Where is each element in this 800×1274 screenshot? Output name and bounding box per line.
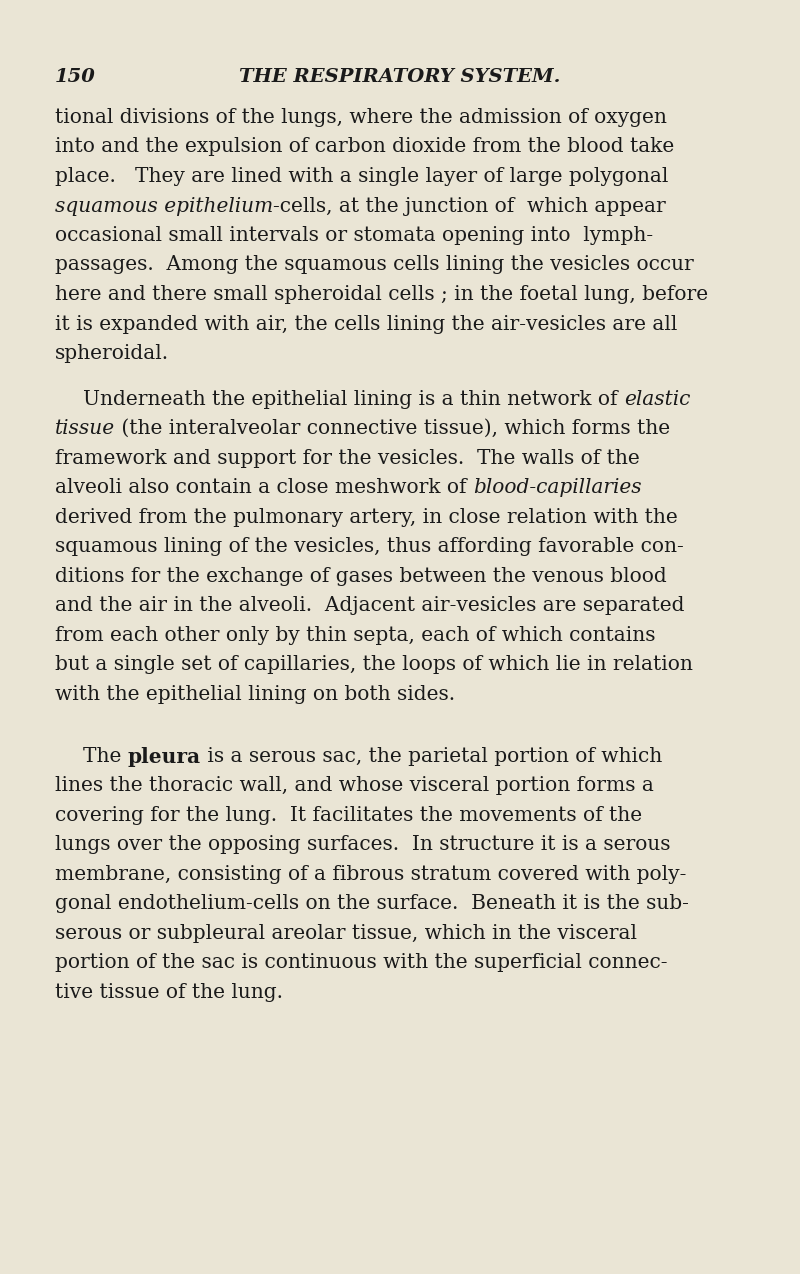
Text: lungs over the opposing surfaces.  In structure it is a serous: lungs over the opposing surfaces. In str… [55, 836, 670, 854]
Text: is a serous sac, the parietal portion of which: is a serous sac, the parietal portion of… [201, 747, 662, 766]
Text: Underneath the epithelial lining is a thin network of: Underneath the epithelial lining is a th… [83, 390, 624, 409]
Text: framework and support for the vesicles.  The walls of the: framework and support for the vesicles. … [55, 448, 640, 468]
Text: ditions for the exchange of gases between the venous blood: ditions for the exchange of gases betwee… [55, 567, 666, 586]
Text: occasional small intervals or stomata opening into  lymph-: occasional small intervals or stomata op… [55, 225, 653, 245]
Text: it is expanded with air, the cells lining the air-vesicles are all: it is expanded with air, the cells linin… [55, 315, 678, 334]
Text: -cells, at the junction of  which appear: -cells, at the junction of which appear [274, 196, 666, 215]
Text: serous or subpleural areolar tissue, which in the visceral: serous or subpleural areolar tissue, whi… [55, 924, 637, 943]
Text: elastic: elastic [624, 390, 690, 409]
Text: tional divisions of the lungs, where the admission of oxygen: tional divisions of the lungs, where the… [55, 108, 667, 127]
Text: passages.  Among the squamous cells lining the vesicles occur: passages. Among the squamous cells linin… [55, 256, 694, 274]
Text: THE RESPIRATORY SYSTEM.: THE RESPIRATORY SYSTEM. [239, 68, 561, 87]
Text: tissue: tissue [55, 419, 115, 438]
Text: with the epithelial lining on both sides.: with the epithelial lining on both sides… [55, 684, 455, 703]
Text: blood-capillaries: blood-capillaries [473, 478, 642, 497]
Text: The: The [83, 747, 128, 766]
Text: tive tissue of the lung.: tive tissue of the lung. [55, 982, 283, 1001]
Text: spheroidal.: spheroidal. [55, 344, 169, 363]
Text: membrane, consisting of a fibrous stratum covered with poly-: membrane, consisting of a fibrous stratu… [55, 865, 686, 884]
Text: covering for the lung.  It facilitates the movements of the: covering for the lung. It facilitates th… [55, 805, 642, 824]
Text: but a single set of capillaries, the loops of which lie in relation: but a single set of capillaries, the loo… [55, 655, 693, 674]
Text: squamous lining of the vesicles, thus affording favorable con-: squamous lining of the vesicles, thus af… [55, 538, 684, 557]
Text: into and the expulsion of carbon dioxide from the blood take: into and the expulsion of carbon dioxide… [55, 138, 674, 157]
Text: lines the thoracic wall, and whose visceral portion forms a: lines the thoracic wall, and whose visce… [55, 776, 654, 795]
Text: here and there small spheroidal cells ; in the foetal lung, before: here and there small spheroidal cells ; … [55, 285, 708, 304]
Text: from each other only by thin septa, each of which contains: from each other only by thin septa, each… [55, 626, 655, 645]
Text: 150: 150 [55, 68, 96, 87]
Text: portion of the sac is continuous with the superficial connec-: portion of the sac is continuous with th… [55, 953, 667, 972]
Text: derived from the pulmonary artery, in close relation with the: derived from the pulmonary artery, in cl… [55, 508, 678, 526]
Text: gonal endothelium-cells on the surface.  Beneath it is the sub-: gonal endothelium-cells on the surface. … [55, 894, 689, 913]
Text: place.   They are lined with a single layer of large polygonal: place. They are lined with a single laye… [55, 167, 668, 186]
Text: pleura: pleura [128, 747, 201, 767]
Text: (the interalveolar connective tissue), which forms the: (the interalveolar connective tissue), w… [115, 419, 670, 438]
Text: and the air in the alveoli.  Adjacent air-vesicles are separated: and the air in the alveoli. Adjacent air… [55, 596, 685, 615]
Text: alveoli also contain a close meshwork of: alveoli also contain a close meshwork of [55, 478, 473, 497]
Text: squamous epithelium: squamous epithelium [55, 196, 274, 215]
